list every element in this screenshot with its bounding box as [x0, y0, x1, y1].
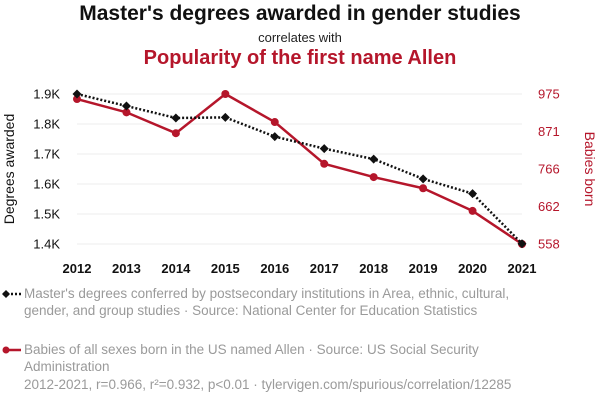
x-tick-label: 2014	[161, 261, 191, 276]
x-tick-label: 2019	[409, 261, 438, 276]
y-axis-label-right: Babies born	[582, 132, 598, 207]
data-point-degrees	[220, 112, 230, 122]
y-axis-label-left: Degrees awarded	[1, 114, 17, 225]
x-tick-label: 2017	[310, 261, 339, 276]
x-tick-label: 2013	[112, 261, 141, 276]
y-tick-left: 1.4K	[33, 237, 60, 252]
chart-title: Master's degrees awarded in gender studi…	[79, 2, 521, 25]
chart-subtitle: correlates with	[258, 30, 342, 45]
x-tick-label: 2016	[260, 261, 289, 276]
legend-marker-series2	[2, 346, 21, 354]
chart-title-secondary: Popularity of the first name Allen	[143, 47, 457, 69]
series-line-allen	[76, 92, 523, 246]
series-line-degrees	[76, 92, 523, 245]
data-point-degrees	[72, 89, 82, 99]
data-point-allen	[122, 108, 131, 117]
x-tick-label: 2020	[458, 261, 487, 276]
y-tick-right: 558	[538, 237, 560, 252]
data-point-allen	[468, 206, 477, 215]
data-point-allen	[320, 159, 329, 168]
data-point-allen	[419, 184, 428, 193]
y-tick-left: 1.6K	[33, 177, 60, 192]
y-tick-left: 1.5K	[33, 207, 60, 222]
x-tick-label: 2018	[359, 261, 388, 276]
y-tick-right: 871	[538, 124, 560, 139]
data-point-degrees	[418, 174, 428, 184]
data-point-allen	[171, 129, 180, 138]
y-tick-right: 766	[538, 162, 560, 177]
legend-label-series1: Master's degrees conferred by postsecond…	[24, 286, 510, 318]
data-point-degrees	[468, 189, 478, 199]
data-point-allen	[270, 118, 279, 127]
x-tick-label: 2021	[508, 261, 537, 276]
data-point-degrees	[171, 113, 181, 123]
data-point-degrees	[121, 101, 131, 111]
y-tick-left: 1.8K	[33, 117, 60, 132]
x-tick-label: 2012	[63, 261, 92, 276]
data-point-degrees	[270, 132, 280, 142]
y-tick-left: 1.7K	[33, 147, 60, 162]
y-tick-right: 662	[538, 199, 560, 214]
chart-footer: 2012-2021, r=0.966, r²=0.932, p<0.01 · t…	[24, 377, 512, 392]
data-point-allen	[73, 95, 81, 104]
y-tick-left: 1.9K	[33, 87, 60, 102]
legend-label-series2: Babies of all sexes born in the US named…	[24, 342, 479, 374]
legend-marker-series1	[2, 290, 21, 298]
data-point-degrees	[517, 239, 527, 249]
data-point-degrees	[369, 154, 379, 164]
x-tick-label: 2015	[211, 261, 240, 276]
chart-plot: 1.4K 1.5K 1.6K 1.7K 1.8K 1.9K 558 662 766 871 975 2…	[1, 87, 598, 277]
data-point-allen	[369, 173, 378, 182]
data-point-allen	[221, 90, 230, 98]
data-point-degrees	[319, 144, 329, 154]
y-tick-right: 975	[538, 87, 560, 102]
